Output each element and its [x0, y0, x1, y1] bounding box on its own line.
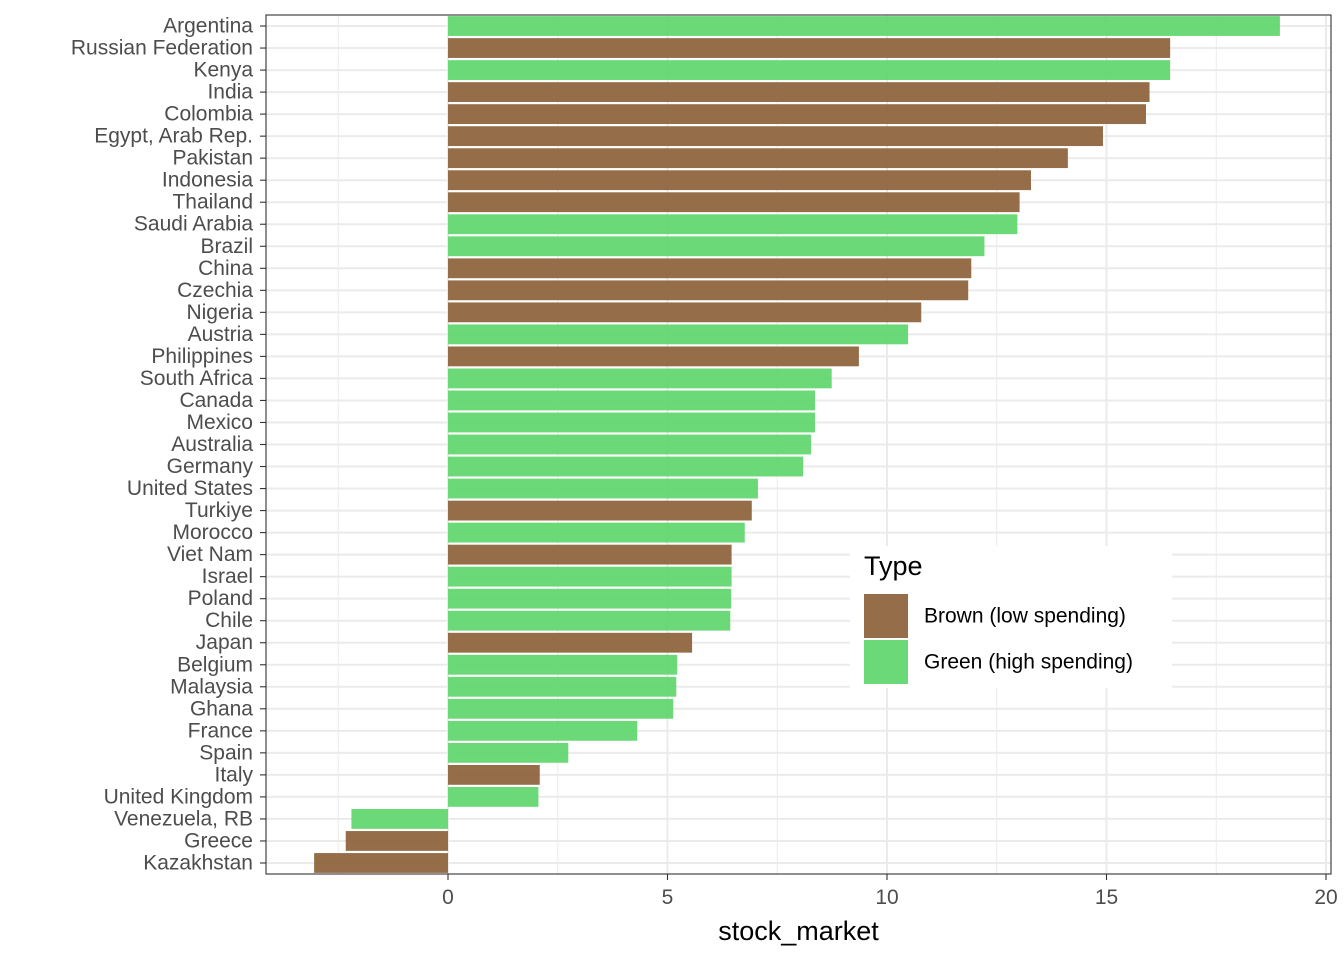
y-tick-label: Australia	[171, 433, 253, 456]
x-tick-label: 0	[442, 886, 454, 909]
bar	[448, 390, 816, 411]
legend-label: Brown (low spending)	[924, 605, 1126, 628]
bar	[448, 742, 569, 763]
y-tick-label: Ghana	[190, 697, 253, 720]
bar	[448, 148, 1068, 169]
y-tick-label: United States	[127, 477, 253, 500]
legend-key	[864, 640, 908, 684]
y-tick-label: Saudi Arabia	[134, 213, 253, 236]
bar	[351, 809, 448, 829]
bar	[448, 16, 1280, 36]
y-tick-label: Viet Nam	[167, 543, 253, 566]
bar	[448, 60, 1171, 80]
y-tick-label: India	[207, 81, 253, 104]
y-tick-label: Canada	[179, 389, 253, 412]
bar	[448, 610, 731, 631]
x-axis-title: stock_market	[718, 916, 879, 946]
y-tick-label: Russian Federation	[71, 37, 253, 60]
y-tick-label: Japan	[196, 631, 253, 654]
bar	[448, 434, 812, 455]
y-tick-label: Kenya	[193, 59, 253, 82]
y-tick-label: Thailand	[172, 191, 253, 214]
legend-label: Green (high spending)	[924, 651, 1133, 674]
bar	[448, 104, 1147, 125]
bar	[448, 786, 539, 807]
y-tick-label: Turkiye	[185, 499, 253, 522]
bar	[448, 192, 1020, 213]
y-tick-label: France	[188, 719, 253, 742]
bar	[448, 522, 745, 543]
y-tick-label: Israel	[202, 565, 253, 588]
bar	[448, 478, 758, 499]
y-tick-label: Brazil	[200, 235, 253, 258]
bar	[448, 346, 859, 367]
y-tick-label: Mexico	[186, 411, 253, 434]
y-tick-label: Czechia	[177, 279, 253, 302]
legend-title: Type	[864, 551, 923, 581]
y-tick-label: Pakistan	[172, 147, 253, 170]
legend-key	[864, 594, 908, 638]
bar	[448, 258, 972, 279]
legend: Type Brown (low spending) Green (high spe…	[850, 546, 1172, 688]
x-tick-label: 10	[875, 886, 898, 909]
y-tick-label: United Kingdom	[104, 785, 253, 808]
bar	[448, 632, 693, 653]
y-tick-label: Germany	[167, 455, 254, 478]
y-tick-label: Belgium	[177, 653, 253, 676]
bar	[448, 368, 832, 389]
y-tick-label: China	[198, 257, 253, 280]
y-tick-label: Chile	[205, 609, 253, 632]
x-tick-label: 20	[1314, 886, 1337, 909]
bar	[448, 698, 674, 719]
bar	[448, 456, 804, 477]
y-tick-label: Greece	[184, 829, 253, 852]
x-tick-label: 5	[662, 886, 674, 909]
y-tick-label: South Africa	[140, 367, 254, 390]
bar	[448, 302, 922, 323]
y-tick-label: Morocco	[172, 521, 253, 544]
y-tick-label: Italy	[214, 763, 253, 786]
bar	[448, 236, 985, 257]
bar	[448, 500, 752, 521]
bar	[345, 831, 448, 851]
y-tick-label: Argentina	[163, 15, 253, 38]
y-tick-label: Nigeria	[186, 301, 253, 324]
bar	[448, 720, 638, 741]
bar	[448, 280, 969, 301]
bar	[448, 324, 909, 345]
bar	[448, 764, 540, 785]
x-tick-label: 15	[1095, 886, 1118, 909]
x-axis: 0 5 10 15 20	[442, 874, 1338, 909]
bar	[448, 412, 816, 433]
bar	[448, 654, 678, 675]
y-tick-label: Venezuela, RB	[114, 807, 253, 830]
y-tick-label: Spain	[199, 741, 253, 764]
y-tick-label: Austria	[188, 323, 254, 346]
bar	[448, 38, 1171, 58]
y-tick-label: Poland	[188, 587, 253, 610]
y-tick-label: Philippines	[151, 345, 253, 368]
y-tick-label: Colombia	[164, 103, 253, 126]
bar-layer	[314, 16, 1280, 873]
bar	[448, 214, 1018, 235]
y-tick-label: Kazakhstan	[143, 851, 253, 874]
y-tick-label: Malaysia	[170, 675, 253, 698]
bar	[448, 126, 1103, 147]
bar	[448, 588, 732, 609]
bar	[448, 676, 677, 697]
bar	[314, 853, 448, 873]
bar	[448, 566, 732, 587]
bar	[448, 544, 732, 565]
bar	[448, 82, 1150, 103]
bar	[448, 170, 1031, 191]
y-tick-label: Egypt, Arab Rep.	[94, 125, 253, 148]
y-tick-label: Indonesia	[162, 169, 253, 192]
